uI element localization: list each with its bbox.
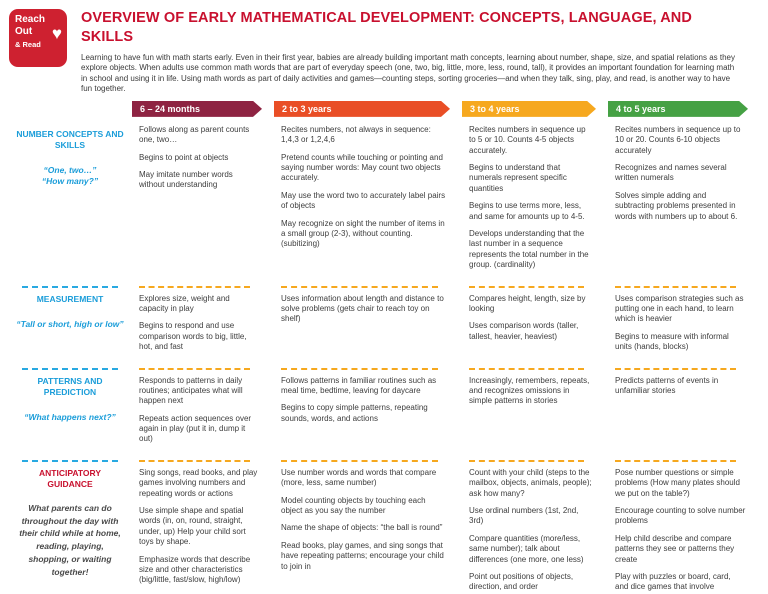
milestone-text: Explores size, weight and capacity in pl…: [139, 293, 230, 313]
cell-measurement-2-3: Uses information about length and distan…: [274, 282, 462, 364]
section-quote: “Tall or short, high or low”: [16, 318, 124, 329]
cell-guidance-6-24: Sing songs, read books, and play games i…: [132, 456, 274, 594]
age-banner: 4 to 5 years: [608, 101, 748, 117]
cell-guidance-3-4: Count with your child (steps to the mail…: [462, 456, 608, 594]
cell-patterns-3-4: Increasingly, remembers, repeats, and re…: [462, 364, 608, 456]
section-title: ANTICIPATORY GUIDANCE: [38, 467, 102, 489]
cell-patterns-4-5: Predicts patterns of events in unfamilia…: [608, 364, 760, 456]
cell-number-concepts-4-5: Recites numbers in sequence up to 10 or …: [608, 123, 760, 282]
parent-note: What parents can do throughout the day w…: [19, 502, 121, 577]
logo-text-line: Reach: [15, 14, 46, 25]
milestone-text: Responds to patterns in daily routines; …: [139, 375, 243, 406]
milestone-text: Model counting objects by touching each …: [281, 495, 426, 516]
milestone-text: Use number words and words that compare …: [281, 467, 437, 488]
milestone-text: Follows along as parent counts one, two…: [139, 124, 250, 145]
section-quote: “How many?”: [41, 176, 99, 187]
milestone-text: Recognizes and names several written num…: [615, 163, 727, 183]
section-quote: “One, two…”: [43, 164, 97, 175]
age-banner: 6 – 24 months: [132, 101, 262, 117]
cell-number-concepts-2-3: Recites numbers, not always in sequence:…: [274, 123, 462, 282]
milestone-text: Help child describe and compare patterns…: [615, 533, 735, 564]
milestone-text: Emphasize words that describe size and o…: [139, 554, 251, 585]
header-text: OVERVIEW OF EARLY MATHEMATICAL DEVELOPME…: [81, 9, 758, 95]
milestone-text: Begins to point at objects: [139, 152, 229, 162]
milestone-text: Count with your child (steps to the mail…: [469, 467, 592, 498]
milestone-text: Use ordinal numbers (1st, 2nd, 3rd): [469, 506, 579, 526]
milestone-text: May recognize on sight the number of ite…: [281, 218, 445, 249]
milestone-text: Recites numbers in sequence up to 10 or …: [615, 124, 741, 155]
age-banner: 3 to 4 years: [462, 101, 596, 117]
logo-text-line: & Read: [15, 40, 41, 49]
column-header-spacer: [6, 101, 132, 123]
milestone-text: Begins to understand that numerals repre…: [469, 163, 567, 193]
milestone-text: Uses comparison words (taller, tallest, …: [469, 321, 579, 341]
section-title: MEASUREMENT: [36, 293, 104, 304]
milestone-text: Recites numbers in sequence up to 5 or 1…: [469, 124, 586, 155]
section-label-patterns: PATTERNS AND PREDICTION “What happens ne…: [6, 364, 132, 456]
document-header: Reach Out & Read ♥ OVERVIEW OF EARLY MAT…: [0, 0, 768, 95]
column-header-3-4-years: 3 to 4 years: [462, 101, 608, 123]
milestone-text: Begins to use terms more, less, and same…: [469, 201, 585, 221]
milestone-text: Uses comparison strategies such as putti…: [615, 293, 744, 324]
cell-number-concepts-3-4: Recites numbers in sequence up to 5 or 1…: [462, 123, 608, 282]
column-header-6-24-months: 6 – 24 months: [132, 101, 274, 123]
milestone-text: Develops understanding that the last num…: [469, 229, 589, 270]
logo-text-line: Out: [15, 25, 33, 37]
cell-number-concepts-6-24: Follows along as parent counts one, two……: [132, 123, 274, 282]
cell-measurement-3-4: Compares height, length, size by looking…: [462, 282, 608, 364]
section-quote: “What happens next?”: [24, 411, 116, 422]
milestone-text: Read books, play games, and sing songs t…: [281, 540, 444, 571]
heart-icon: ♥: [51, 24, 62, 43]
milestone-text: Increasingly, remembers, repeats, and re…: [469, 375, 590, 406]
cell-measurement-6-24: Explores size, weight and capacity in pl…: [132, 282, 274, 364]
section-label-measurement: MEASUREMENT “Tall or short, high or low”: [6, 282, 132, 364]
milestone-text: Begins to copy simple patterns, repeatin…: [281, 403, 428, 423]
milestone-text: Begins to measure with informal units (h…: [615, 331, 729, 352]
column-header-2-3-years: 2 to 3 years: [274, 101, 462, 123]
milestone-text: Encourage counting to solve number probl…: [615, 506, 746, 526]
cell-guidance-2-3: Use number words and words that compare …: [274, 456, 462, 594]
milestone-text: Play with puzzles or board, card, and di…: [615, 571, 733, 594]
section-label-number-concepts: NUMBER CONCEPTS AND SKILLS “One, two…” “…: [6, 123, 132, 282]
section-label-anticipatory-guidance: ANTICIPATORY GUIDANCE What parents can d…: [6, 456, 132, 594]
milestone-text: Name the shape of objects: “the ball is …: [281, 523, 443, 533]
cell-patterns-6-24: Responds to patterns in daily routines; …: [132, 364, 274, 456]
milestone-text: Solves simple adding and subtracting pro…: [615, 190, 738, 221]
milestone-text: May use the word two to accurately label…: [281, 190, 446, 211]
milestone-text: Point out positions of objects, directio…: [469, 571, 574, 592]
reach-out-and-read-logo: Reach Out & Read ♥: [9, 9, 67, 67]
milestone-text: Sing songs, read books, and play games i…: [139, 467, 258, 498]
milestone-text: Compares height, length, size by looking: [469, 293, 586, 313]
cell-patterns-2-3: Follows patterns in familiar routines su…: [274, 364, 462, 456]
milestone-text: Follows patterns in familiar routines su…: [281, 375, 437, 395]
milestone-text: Begins to respond and use comparison wor…: [139, 321, 247, 352]
milestones-table: 6 – 24 months 2 to 3 years 3 to 4 years …: [6, 101, 768, 594]
milestone-text: Pretend counts while touching or pointin…: [281, 152, 443, 183]
cell-measurement-4-5: Uses comparison strategies such as putti…: [608, 282, 760, 364]
milestone-text: Recites numbers, not always in sequence:…: [281, 124, 431, 145]
milestone-text: Compare quantities (more/less, same numb…: [469, 533, 584, 564]
milestone-text: Pose number questions or simple problems…: [615, 467, 740, 498]
page-title: OVERVIEW OF EARLY MATHEMATICAL DEVELOPME…: [81, 10, 692, 45]
age-banner: 2 to 3 years: [274, 101, 450, 117]
section-title: NUMBER CONCEPTS AND SKILLS: [16, 128, 124, 150]
milestone-text: Predicts patterns of events in unfamilia…: [615, 375, 719, 395]
intro-paragraph: Learning to have fun with math starts ea…: [81, 52, 735, 94]
milestone-text: May imitate number words without underst…: [139, 170, 233, 190]
column-header-4-5-years: 4 to 5 years: [608, 101, 760, 123]
milestone-text: Use simple shape and spatial words (in, …: [139, 506, 246, 547]
cell-guidance-4-5: Pose number questions or simple problems…: [608, 456, 760, 594]
milestone-text: Uses information about length and distan…: [281, 293, 444, 324]
milestone-text: Repeats action sequences over again in p…: [139, 413, 252, 444]
section-title: PATTERNS AND PREDICTION: [37, 375, 103, 397]
